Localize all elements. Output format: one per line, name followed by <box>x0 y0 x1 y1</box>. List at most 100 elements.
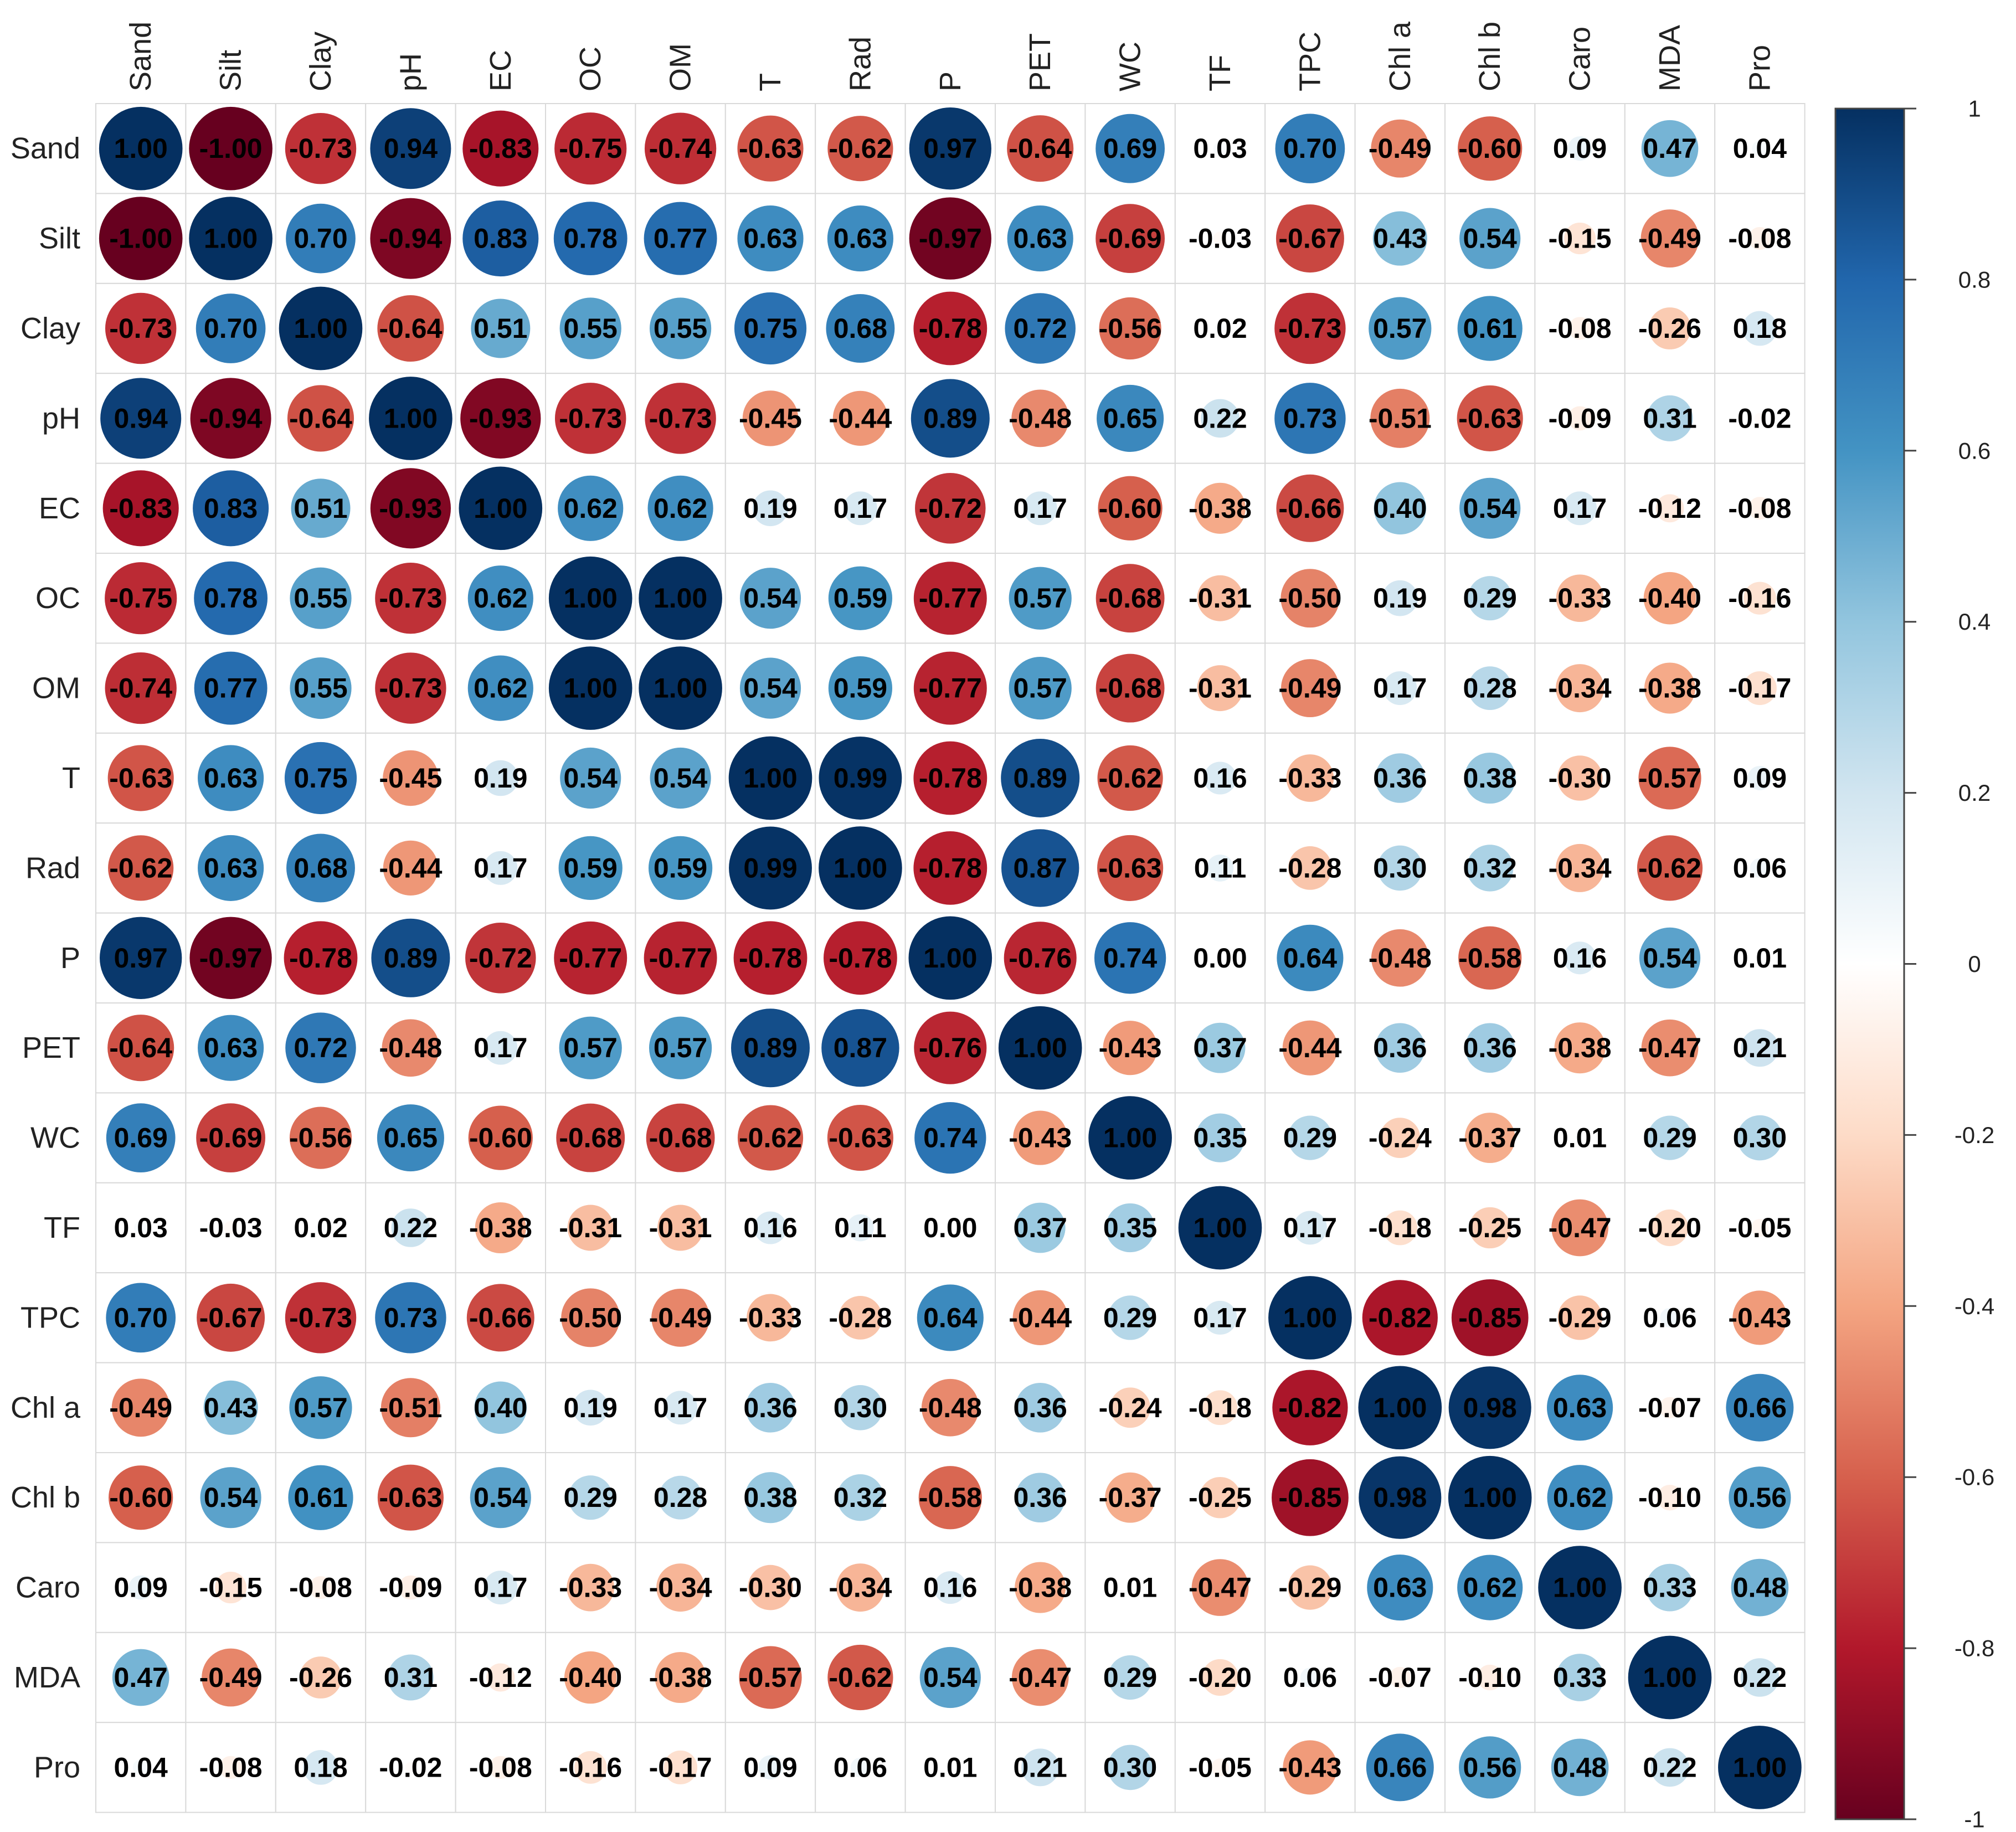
column-label-caro: Caro <box>1564 27 1597 91</box>
corr-circle-tpc-mda <box>1659 1306 1681 1329</box>
corr-circle-chl-b-silt <box>199 1466 263 1530</box>
corr-circle-rad-wc <box>1096 833 1165 902</box>
corr-value-wc-p: 0.74 <box>923 1123 978 1154</box>
corr-circle-chl-a-t <box>744 1382 796 1434</box>
corr-value-rad-mda: -0.62 <box>1638 852 1701 883</box>
corr-circle-rad-t <box>728 825 813 911</box>
corr-value-clay-pro: 0.18 <box>1733 313 1787 344</box>
corr-value-mda-caro: 0.33 <box>1553 1662 1607 1693</box>
corr-value-t-mda: -0.57 <box>1638 763 1701 794</box>
corr-value-ec-rad: 0.17 <box>834 493 887 524</box>
corr-value-ec-p: -0.72 <box>919 493 982 524</box>
column-label-silt: Silt <box>214 50 248 91</box>
corr-value-clay-chl-b: 0.61 <box>1463 313 1517 344</box>
corr-circle-mda-chl-b <box>1476 1663 1504 1692</box>
corr-circle-silt-tf <box>1212 230 1228 246</box>
corr-circle-chl-b-clay <box>287 1464 354 1531</box>
corr-circle-pro-p <box>945 1762 955 1773</box>
corr-circle-mda-wc <box>1107 1654 1154 1701</box>
corr-value-caro-silt: -0.15 <box>199 1572 263 1603</box>
corr-value-tf-mda: -0.20 <box>1638 1212 1701 1243</box>
corr-value-rad-sand: -0.62 <box>109 852 172 883</box>
corr-value-chl-a-sand: -0.49 <box>109 1392 172 1423</box>
corr-value-tpc-clay: -0.73 <box>289 1302 352 1333</box>
corr-value-pet-om: 0.57 <box>654 1032 707 1063</box>
corr-circle-chl-a-tf <box>1201 1389 1239 1427</box>
corr-circle-silt-om <box>642 200 718 276</box>
corr-circle-chl-a-rad <box>836 1383 884 1432</box>
corr-circle-om-oc <box>547 645 634 731</box>
circle-layer <box>97 105 1803 1810</box>
corr-value-sand-oc: -0.75 <box>559 133 622 164</box>
corr-circle-chl-a-chl-a <box>1357 1365 1443 1451</box>
corr-circle-p-p <box>907 915 994 1001</box>
corr-circle-chl-a-pet <box>1014 1382 1066 1434</box>
corr-circle-om-sand <box>104 651 178 725</box>
corr-value-caro-chl-a: 0.63 <box>1373 1572 1427 1603</box>
corr-circle-t-chl-b <box>1463 751 1517 805</box>
corr-circle-caro-sand <box>127 1574 155 1601</box>
corr-circle-chl-b-ec <box>469 1466 532 1530</box>
corr-circle-oc-pet <box>1007 565 1073 631</box>
corr-circle-sand-wc <box>1094 112 1166 184</box>
corr-value-wc-rad: -0.63 <box>829 1123 892 1154</box>
corr-circle-ec-tf <box>1193 481 1247 535</box>
corr-value-oc-mda: -0.40 <box>1638 583 1701 614</box>
corr-circle-caro-tf <box>1190 1558 1250 1617</box>
colorbar-tick-label: 0.6 <box>1958 438 1991 464</box>
corr-circle-om-t <box>738 656 803 720</box>
corr-circle-om-chl-b <box>1467 665 1513 711</box>
corr-circle-ec-ph <box>369 467 452 550</box>
column-label-sand: Sand <box>124 22 157 91</box>
corr-value-ph-tf: 0.22 <box>1193 403 1247 434</box>
corr-circle-pro-clay <box>302 1749 340 1786</box>
corr-circle-chl-b-tf <box>1198 1476 1242 1520</box>
corr-value-ec-tpc: -0.66 <box>1278 493 1341 524</box>
corr-circle-sand-om <box>643 111 718 186</box>
corr-value-rad-oc: 0.59 <box>564 852 618 883</box>
corr-value-silt-sand: -1.00 <box>109 223 172 254</box>
corr-value-oc-sand: -0.75 <box>109 583 172 614</box>
corr-value-caro-caro: 1.00 <box>1553 1572 1607 1603</box>
corr-circle-wc-oc <box>555 1102 626 1174</box>
colorbar-tick-label: 0.4 <box>1958 609 1991 635</box>
corr-value-oc-pet: 0.57 <box>1014 583 1067 614</box>
corr-value-ph-tpc: 0.73 <box>1283 403 1337 434</box>
corr-value-caro-clay: -0.08 <box>289 1572 352 1603</box>
corr-value-clay-ec: 0.51 <box>474 313 527 344</box>
corr-circle-oc-ph <box>374 561 448 635</box>
corr-circle-silt-mda <box>1639 208 1700 269</box>
corr-value-chl-a-ec: 0.40 <box>474 1392 527 1423</box>
corr-circle-p-tpc <box>1276 923 1345 992</box>
corr-circle-p-rad <box>822 920 898 996</box>
corr-circle-ph-om <box>644 382 717 455</box>
corr-circle-sand-mda <box>1640 119 1700 178</box>
corr-value-pro-om: -0.17 <box>649 1752 712 1783</box>
corr-value-clay-oc: 0.55 <box>564 313 618 344</box>
corr-circle-caro-ph <box>397 1574 424 1601</box>
corr-circle-wc-ec <box>467 1104 534 1171</box>
corr-value-ec-ec: 1.00 <box>474 493 527 524</box>
corr-value-ec-chl-a: 0.40 <box>1373 493 1427 524</box>
corr-circle-tpc-chl-b <box>1450 1278 1530 1357</box>
corr-circle-wc-clay <box>288 1105 353 1170</box>
corr-circle-clay-rad <box>825 293 896 364</box>
corr-value-mda-om: -0.38 <box>649 1662 712 1693</box>
corr-circle-wc-sand <box>105 1102 177 1174</box>
corr-circle-clay-wc <box>1098 296 1163 361</box>
corr-circle-ph-p <box>909 378 991 459</box>
value-layer: 1.00 -1.00 -0.73 0.94 -0.83 -0.75 -0.74 -0.63 -0… <box>109 133 1791 1783</box>
corr-value-t-silt: 0.63 <box>204 763 258 794</box>
corr-circle-tf-pet <box>1014 1201 1067 1254</box>
corr-value-ph-p: 0.89 <box>923 403 977 434</box>
corr-circle-clay-om <box>648 296 713 361</box>
corr-value-chl-b-oc: 0.29 <box>564 1482 618 1513</box>
corr-value-pro-silt: -0.08 <box>199 1752 263 1783</box>
corr-circle-oc-ec <box>466 564 534 632</box>
corr-value-tf-sand: 0.03 <box>114 1212 168 1243</box>
corr-circle-wc-rad <box>826 1104 894 1172</box>
corr-circle-rad-oc <box>557 835 624 902</box>
corr-value-ec-oc: 0.62 <box>564 493 618 524</box>
column-label-mda: MDA <box>1653 25 1686 91</box>
corr-circle-chl-a-ec <box>473 1380 528 1435</box>
